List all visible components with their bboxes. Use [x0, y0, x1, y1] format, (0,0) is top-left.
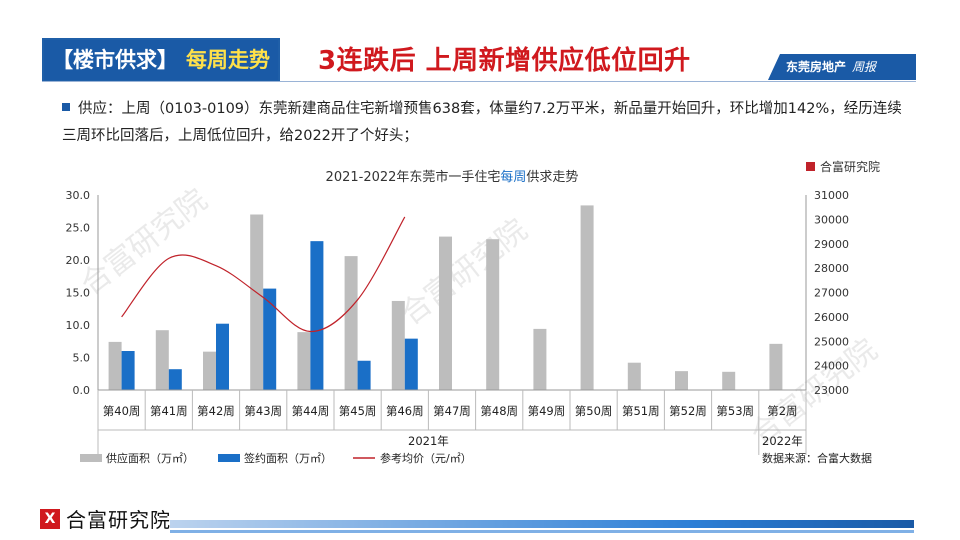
x-tick-label: 第52周 — [669, 404, 707, 418]
signed-bar — [404, 338, 418, 390]
legend-supply-label: 供应面积（万㎡） — [106, 451, 194, 465]
year-group-label: 2022年 — [762, 434, 803, 448]
chart-brand: 合富研究院 — [820, 159, 880, 174]
x-tick-label: 第43周 — [244, 404, 282, 418]
data-source: 数据来源：合富大数据 — [762, 451, 872, 465]
footer-bar — [170, 520, 914, 528]
legend-supply-swatch — [80, 454, 102, 462]
signed-bar — [121, 351, 135, 390]
x-tick-label: 第47周 — [433, 404, 471, 418]
y2-tick-label: 26000 — [814, 311, 849, 324]
chart-brand-mark-icon — [806, 162, 815, 171]
x-tick-label: 第40周 — [103, 404, 141, 418]
price-line — [121, 216, 406, 333]
x-tick-label: 第2周 — [767, 404, 797, 418]
chart-title-part-3: 供求走势 — [526, 169, 578, 185]
y2-tick-label: 27000 — [814, 287, 849, 300]
year-group-label: 2021年 — [408, 434, 449, 448]
x-tick-label: 第48周 — [480, 404, 518, 418]
y-tick-label: 20.0 — [66, 254, 91, 267]
signed-bar — [263, 288, 277, 390]
signed-bar — [357, 360, 371, 390]
legend-signed-label: 签约面积（万㎡） — [244, 451, 332, 465]
y2-tick-label: 29000 — [814, 238, 849, 251]
supply-bar — [627, 362, 641, 390]
supply-bar — [580, 205, 594, 390]
x-tick-label: 第51周 — [622, 404, 660, 418]
brand-mark-icon: X — [40, 508, 60, 529]
chart-title: 2021-2022年东莞市一手住宅每周供求走势 — [326, 169, 579, 185]
y-tick-label: 30.0 — [66, 189, 91, 202]
y2-tick-label: 24000 — [814, 360, 849, 373]
supply-bar — [439, 236, 452, 390]
x-tick-label: 第44周 — [292, 404, 330, 418]
supply-bar — [108, 341, 122, 390]
report-logo-script: 周报 — [852, 60, 877, 74]
x-tick-label: 第50周 — [575, 404, 613, 418]
x-tick-label: 第45周 — [339, 404, 377, 418]
chart-title-part-1: 2021-2022年东莞市一手住宅 — [326, 169, 501, 185]
y-tick-label: 0.0 — [73, 384, 91, 397]
y-tick-label: 5.0 — [73, 352, 91, 365]
header-divider — [42, 81, 916, 82]
legend-signed-swatch — [218, 454, 240, 462]
y2-tick-label: 25000 — [814, 335, 849, 348]
supply-bar — [250, 214, 264, 390]
supply-bar — [203, 351, 216, 390]
x-tick-label: 第42周 — [197, 404, 235, 418]
summary-bullet: 供应：上周（0103-0109）东莞新建商品住宅新增预售638套，体量约7.2万… — [62, 96, 902, 150]
watermark-text-1: 合富研究院 — [394, 213, 534, 333]
y-tick-label: 25.0 — [66, 222, 91, 235]
signed-bar — [168, 369, 182, 390]
supply-bar — [155, 330, 169, 390]
bullet-square-icon — [62, 103, 70, 111]
x-tick-label: 第49周 — [528, 404, 566, 418]
signed-bar — [216, 323, 229, 390]
footer-logo: X 合富研究院 — [40, 504, 171, 533]
signed-bar — [310, 241, 324, 390]
chart-title-part-2: 每周 — [500, 169, 526, 185]
section-tag-label: 【楼市供求】 — [44, 40, 186, 80]
supply-bar — [533, 328, 547, 390]
supply-bar — [297, 332, 311, 390]
y2-tick-label: 31000 — [814, 189, 849, 202]
supply-bar — [722, 371, 736, 390]
supply-bar — [344, 256, 358, 390]
x-tick-label: 第41周 — [150, 404, 188, 418]
y2-tick-label: 23000 — [814, 384, 849, 397]
footer-brand-text: 合富研究院 — [66, 508, 171, 532]
y-tick-label: 10.0 — [66, 319, 91, 332]
report-logo: 东莞房地产 周报 — [768, 54, 916, 80]
supply-bar — [486, 239, 500, 390]
report-logo-text: 东莞房地产 — [786, 60, 847, 74]
footer-bar-thin — [170, 530, 914, 533]
summary-text: 供应：上周（0103-0109）东莞新建商品住宅新增预售638套，体量约7.2万… — [62, 101, 902, 144]
supply-bar — [769, 343, 783, 390]
page-title: 3连跌后 上周新增供应低位回升 — [318, 46, 691, 76]
x-tick-label: 第53周 — [716, 404, 754, 418]
section-tag: 【楼市供求】 每周走势 — [42, 38, 280, 82]
section-tag-highlight: 每周走势 — [186, 40, 278, 80]
supply-bar — [391, 300, 405, 390]
x-tick-label: 第46周 — [386, 404, 424, 418]
y2-tick-label: 30000 — [814, 213, 849, 226]
legend-price-label: 参考均价（元/㎡） — [380, 451, 472, 465]
y-tick-label: 15.0 — [66, 287, 91, 300]
supply-bar — [675, 371, 688, 390]
y2-tick-label: 28000 — [814, 262, 849, 275]
